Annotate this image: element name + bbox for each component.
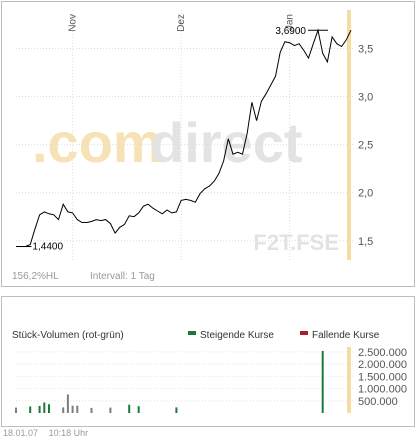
volume-bar xyxy=(29,406,32,413)
y-tick-label: 2,0 xyxy=(358,188,373,200)
current-day-highlight-volume xyxy=(347,347,351,413)
volume-bar xyxy=(43,402,46,413)
footer-date: 18.01.07 xyxy=(3,428,39,438)
volume-y-tick-label: 500.000 xyxy=(358,396,398,408)
y-tick-label: 1,5 xyxy=(358,236,373,248)
volume-y-tick-label: 2.500.000 xyxy=(358,347,407,359)
footer-time: 10:18 Uhr xyxy=(48,428,89,438)
volume-bar xyxy=(128,404,131,413)
current-day-highlight xyxy=(347,10,351,260)
volume-chart-panel: Stück-Volumen (rot-grün) Steigende Kurse… xyxy=(1,296,415,427)
volume-bar xyxy=(15,407,17,413)
legend-rising-label: Steigende Kurse xyxy=(200,330,274,341)
watermark-direct: direct xyxy=(150,111,303,174)
legend-falling-label: Fallende Kurse xyxy=(312,330,380,341)
volume-bar xyxy=(38,405,41,413)
volume-title: Stück-Volumen (rot-grün) xyxy=(12,330,124,341)
price-chart-panel: .com direct F2T.FSE Nov Dez Jan 1,5 2,0 2,5 3… xyxy=(1,1,415,287)
volume-bar xyxy=(71,405,74,413)
x-tick-label: Dez xyxy=(176,14,187,32)
price-line xyxy=(16,28,352,247)
max-label: 3,6900 xyxy=(275,26,306,37)
volume-bar xyxy=(137,406,140,413)
x-tick-label: Jan xyxy=(285,14,296,30)
volume-bar xyxy=(48,404,50,413)
interval-info: Intervall: 1 Tag xyxy=(90,271,155,282)
volume-bar xyxy=(321,350,324,413)
volume-y-tick-label: 1.500.000 xyxy=(358,371,407,383)
footer: 18.01.07 10:18 Uhr xyxy=(3,428,96,438)
legend-falling-swatch xyxy=(300,331,308,335)
volume-bar xyxy=(90,407,93,413)
watermark-symbol: F2T.FSE xyxy=(253,230,339,255)
volume-bar xyxy=(66,394,69,413)
volume-y-tick-label: 2.000.000 xyxy=(358,359,407,371)
volume-bar xyxy=(109,407,112,413)
min-label: 1,4400 xyxy=(32,242,63,253)
volume-chart: Stück-Volumen (rot-grün) Steigende Kurse… xyxy=(12,330,407,413)
watermark: .com direct F2T.FSE xyxy=(32,111,339,255)
y-tick-label: 2,5 xyxy=(358,140,373,152)
volume-y-tick-label: 1.000.000 xyxy=(358,384,407,396)
volume-bar xyxy=(175,407,178,413)
range-info: 156,2%HL xyxy=(12,271,59,282)
legend-rising-swatch xyxy=(188,331,196,335)
x-tick-label: Nov xyxy=(68,14,79,32)
volume-bar xyxy=(76,405,79,413)
watermark-com: .com xyxy=(32,111,163,174)
y-tick-label: 3,0 xyxy=(358,92,373,104)
volume-bar xyxy=(62,407,65,413)
y-tick-label: 3,5 xyxy=(358,43,373,55)
price-chart: .com direct F2T.FSE Nov Dez Jan 1,5 2,0 2,5 3… xyxy=(12,10,373,282)
